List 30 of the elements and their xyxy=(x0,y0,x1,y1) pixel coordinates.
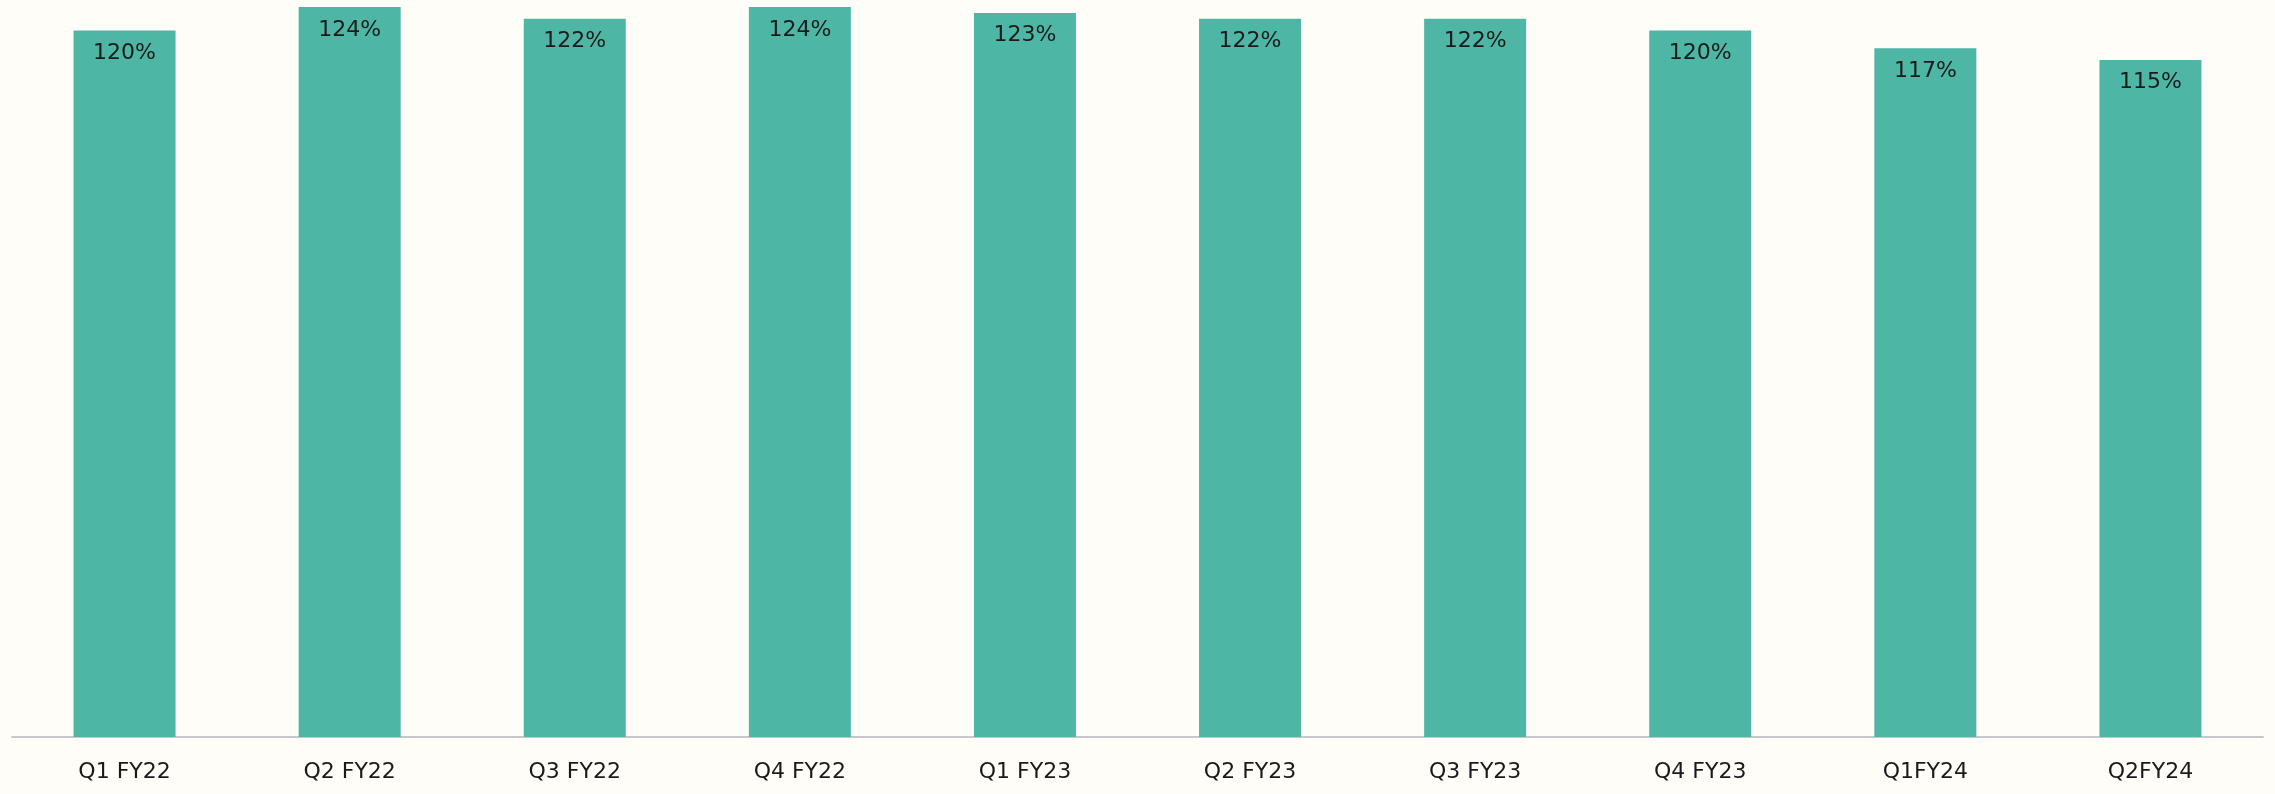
bar xyxy=(298,7,401,737)
data-label: 122% xyxy=(1443,27,1507,53)
x-tick-label: Q2 FY23 xyxy=(1203,757,1297,783)
bar xyxy=(73,30,176,737)
bar xyxy=(2099,59,2202,737)
bar xyxy=(748,7,851,737)
bar xyxy=(973,12,1076,737)
x-tick-label: Q3 FY22 xyxy=(528,757,621,783)
data-label: 117% xyxy=(1893,56,1957,82)
data-label: 124% xyxy=(318,15,382,41)
data-label: 122% xyxy=(1218,27,1282,53)
data-label: 124% xyxy=(768,15,832,41)
data-label: 120% xyxy=(1668,39,1732,65)
bar xyxy=(1199,18,1302,737)
x-tick-label: Q4 FY22 xyxy=(753,757,847,783)
data-label: 123% xyxy=(993,21,1057,47)
x-tick-label: Q3 FY23 xyxy=(1428,757,1522,783)
x-tick-label: Q4 FY23 xyxy=(1654,757,1747,783)
x-tick-label: Q1 FY22 xyxy=(78,757,171,783)
data-label: 115% xyxy=(2119,68,2182,94)
data-label: 120% xyxy=(93,39,156,65)
bar xyxy=(1424,18,1527,737)
x-tick-label: Q1FY24 xyxy=(1882,757,1969,783)
x-tick-label: Q2FY24 xyxy=(2107,757,2194,783)
bar xyxy=(1649,30,1752,737)
x-tick-label: Q1 FY23 xyxy=(978,757,1072,783)
bar xyxy=(1874,48,1977,737)
bar xyxy=(523,18,626,737)
x-tick-label: Q2 FY22 xyxy=(303,757,396,783)
data-label: 122% xyxy=(543,27,607,53)
